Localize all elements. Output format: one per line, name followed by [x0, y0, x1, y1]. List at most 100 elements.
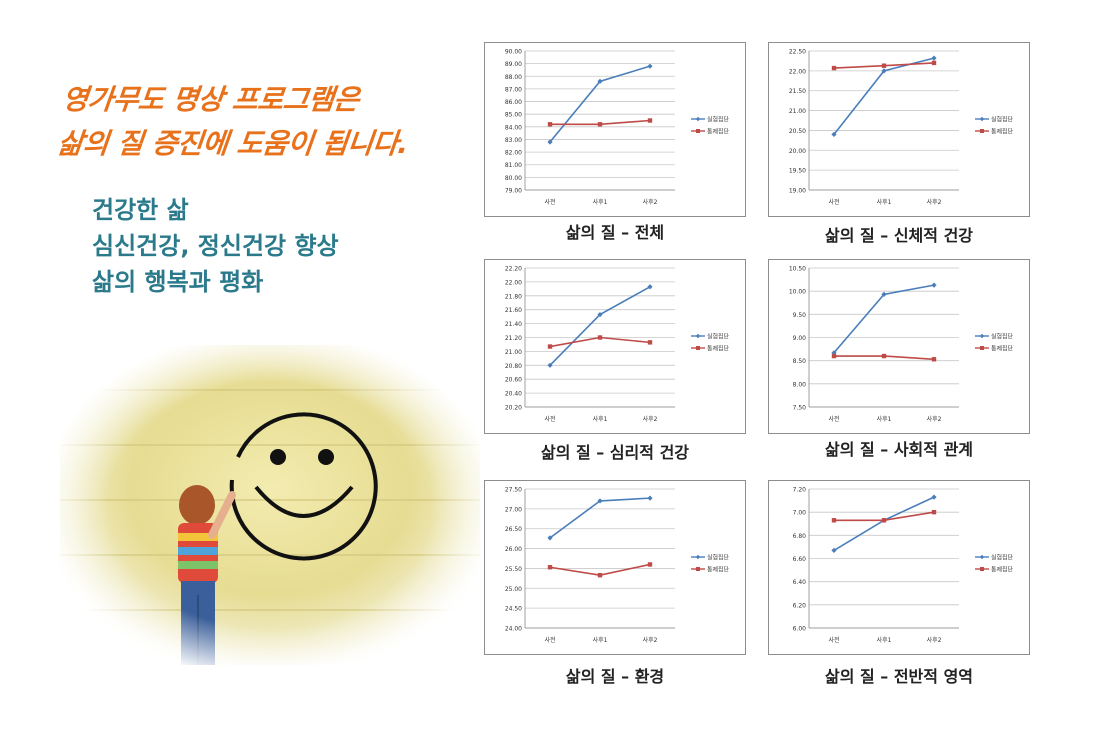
chart-svg: 7.50 8.00 8.50 9.00 9.50 10.00 10.50 사전 사후1 사후2 실험… [789, 266, 1014, 424]
legend-label: 실험집단 [707, 554, 730, 562]
chart-caption: 삶의 질 – 전체 [565, 223, 665, 242]
headline-line-2: 삶의 질 증진에 도움이 됩니다. [56, 127, 410, 160]
y-tick-label: 26.00 [505, 546, 522, 553]
data-point [647, 340, 653, 345]
data-point [881, 68, 887, 74]
data-point [547, 344, 553, 349]
data-point [931, 357, 937, 362]
y-tick-label: 9.00 [793, 335, 807, 342]
legend-marker [696, 567, 700, 571]
x-tick-label: 사후1 [593, 415, 608, 423]
x-tick-label: 사전 [544, 415, 555, 423]
y-tick-label: 19.00 [789, 188, 806, 195]
data-point [831, 65, 837, 71]
benefit-item: 심신건강, 정신건강 향상 [92, 232, 339, 260]
x-tick-label: 사후2 [643, 198, 658, 206]
legend-label: 통제집단 [707, 345, 730, 353]
y-tick-label: 80.00 [505, 175, 522, 182]
series-line-experimental [549, 497, 651, 539]
smiley-face-drawing-icon [229, 412, 378, 561]
data-point [931, 55, 937, 61]
y-tick-label: 6.00 [793, 626, 807, 633]
x-tick-label: 사후1 [593, 636, 608, 644]
smiley-wall-photo [60, 345, 480, 665]
chart-svg: 24.00 24.50 25.00 25.50 26.00 26.50 27.00 27.50… [505, 487, 730, 645]
y-tick-label: 21.20 [505, 335, 522, 342]
legend-label: 통제집단 [707, 566, 730, 574]
data-point [831, 353, 837, 359]
legend-marker [979, 554, 985, 560]
y-tick-label: 21.50 [789, 88, 806, 95]
y-tick-label: 25.50 [505, 566, 522, 573]
data-point [931, 60, 937, 66]
legend-marker [980, 129, 984, 133]
y-tick-label: 24.50 [505, 606, 522, 613]
chart-environment: 24.00 24.50 25.00 25.50 26.00 26.50 27.00 27.50… [484, 480, 746, 655]
x-tick-label: 사전 [828, 415, 839, 423]
legend-marker [695, 116, 701, 122]
chart-caption: 삶의 질 – 환경 [565, 667, 665, 686]
benefit-item: 삶의 행복과 평화 [92, 268, 264, 296]
y-tick-label: 22.20 [505, 266, 522, 273]
data-point [597, 572, 603, 578]
x-tick-label: 사후2 [643, 636, 658, 644]
y-tick-label: 24.00 [505, 626, 522, 633]
y-tick-label: 20.60 [505, 377, 522, 384]
legend-marker [696, 129, 700, 133]
data-point [647, 118, 653, 123]
legend-label: 통제집단 [991, 128, 1014, 136]
chart-svg: 6.00 6.20 6.40 6.60 6.80 7.00 7.20 사전 사후1 사후2 실험집단… [793, 487, 1014, 645]
legend-marker [979, 333, 985, 339]
y-tick-label: 87.00 [505, 86, 522, 93]
y-tick-label: 20.40 [505, 391, 522, 398]
chart-svg: 19.00 19.50 20.00 20.50 21.00 21.50 22.00 22.50… [789, 49, 1014, 207]
y-tick-label: 6.60 [793, 556, 807, 563]
chart-physical-health: 19.00 19.50 20.00 20.50 21.00 21.50 22.00 22.50… [768, 42, 1030, 217]
y-tick-label: 26.50 [505, 526, 522, 533]
y-tick-label: 21.60 [505, 307, 522, 314]
x-tick-label: 사후2 [927, 198, 942, 206]
chart-quality-of-life-total: 79.00 80.00 81.00 82.00 83.00 84.00 85.00 86.00… [484, 42, 746, 217]
data-point [547, 122, 553, 127]
y-tick-label: 84.00 [505, 124, 522, 131]
y-tick-label: 6.20 [793, 602, 807, 609]
data-point [647, 495, 653, 501]
y-tick-label: 7.00 [793, 510, 807, 517]
y-tick-label: 21.00 [505, 349, 522, 356]
data-point [547, 535, 553, 541]
legend-label: 실험집단 [707, 116, 730, 124]
data-point [931, 494, 937, 500]
y-tick-label: 7.50 [793, 405, 807, 412]
y-tick-label: 22.50 [789, 49, 806, 56]
data-point [547, 362, 553, 368]
chart-overall-domain: 6.00 6.20 6.40 6.60 6.80 7.00 7.20 사전 사후1 사후2 실험집단… [768, 480, 1030, 655]
x-tick-label: 사후2 [927, 415, 942, 423]
legend-label: 실험집단 [707, 333, 730, 341]
chart-caption: 삶의 질 – 신체적 건강 [824, 226, 974, 245]
legend-marker [979, 116, 985, 122]
y-tick-label: 25.00 [505, 586, 522, 593]
x-tick-label: 사후1 [877, 636, 892, 644]
legend-label: 통제집단 [991, 566, 1014, 574]
data-point [831, 518, 837, 523]
data-point [597, 78, 603, 84]
data-point [547, 565, 553, 570]
y-tick-label: 8.50 [793, 358, 807, 365]
benefit-item: 건강한 삶 [92, 196, 189, 224]
y-tick-label: 89.00 [505, 61, 522, 68]
y-tick-label: 10.00 [789, 289, 806, 296]
data-point [931, 282, 937, 288]
y-tick-label: 20.50 [789, 128, 806, 135]
y-tick-label: 20.80 [505, 363, 522, 370]
y-tick-label: 6.40 [793, 579, 807, 586]
x-tick-label: 사후1 [593, 198, 608, 206]
x-tick-label: 사전 [544, 198, 555, 206]
y-tick-label: 83.00 [505, 137, 522, 144]
data-point [881, 353, 887, 359]
headline-line-1: 영가무도 명상 프로그램은 [60, 83, 361, 116]
data-point [831, 131, 837, 137]
data-point [831, 547, 837, 553]
data-point [881, 63, 887, 68]
y-tick-label: 7.20 [793, 487, 807, 494]
chart-caption: 삶의 질 – 전반적 영역 [824, 667, 974, 686]
